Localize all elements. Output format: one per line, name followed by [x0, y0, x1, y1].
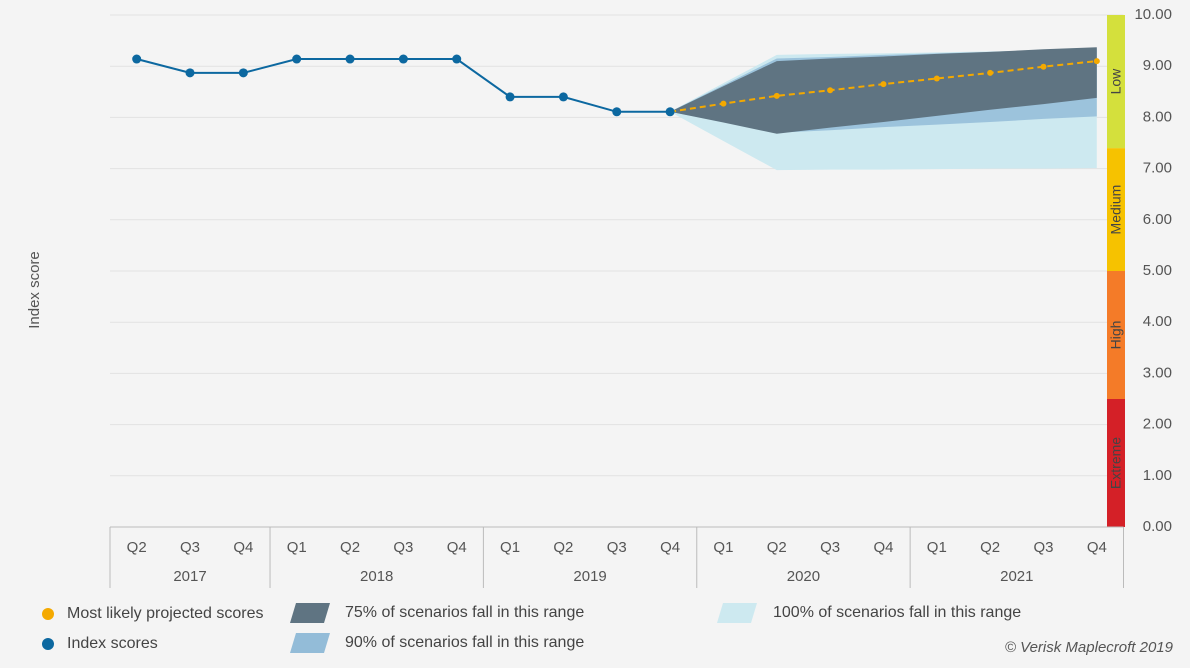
range-band: [670, 47, 1097, 134]
y-tick-label: 10.00: [1134, 6, 1172, 23]
data-point: [398, 54, 408, 64]
legend-swatch: [717, 603, 757, 623]
x-tick-label: Q3: [820, 539, 840, 556]
x-tick-label: Q2: [340, 539, 360, 556]
legend-swatch: [42, 608, 54, 620]
data-point: [773, 92, 780, 99]
y-tick-label: 7.00: [1143, 160, 1172, 177]
data-point: [665, 107, 675, 117]
data-point: [612, 107, 622, 117]
data-point: [1040, 63, 1047, 70]
copyright: © Verisk Maplecroft 2019: [1005, 639, 1174, 656]
x-tick-label: Q1: [500, 539, 520, 556]
risk-zone-label: Low: [1108, 68, 1124, 95]
data-point: [1093, 58, 1100, 65]
data-point: [238, 68, 248, 78]
y-tick-label: 8.00: [1143, 108, 1172, 125]
data-point: [505, 92, 515, 102]
x-group-label: 2020: [787, 568, 820, 585]
risk-zone-label: High: [1108, 321, 1124, 350]
x-tick-label: Q3: [607, 539, 627, 556]
risk-zone: [1107, 271, 1125, 399]
risk-zone: [1107, 15, 1125, 149]
legend-swatch: [42, 638, 54, 650]
data-point: [558, 92, 568, 102]
x-tick-label: Q4: [233, 539, 253, 556]
y-tick-label: 9.00: [1143, 57, 1172, 74]
y-tick-label: 5.00: [1143, 262, 1172, 279]
series-line: [136, 58, 671, 113]
y-tick-label: 6.00: [1143, 211, 1172, 228]
data-point: [292, 54, 302, 64]
risk-zone-label: Medium: [1108, 185, 1124, 235]
x-tick-label: Q4: [660, 539, 680, 556]
risk-zone-label: Extreme: [1108, 437, 1124, 489]
x-tick-label: Q2: [553, 539, 573, 556]
risk-zone: [1107, 399, 1125, 527]
y-tick-label: 1.00: [1143, 467, 1172, 484]
x-tick-label: Q3: [393, 539, 413, 556]
legend-swatch: [290, 633, 330, 653]
y-tick-label: 2.00: [1143, 416, 1172, 433]
x-tick-label: Q2: [127, 539, 147, 556]
risk-zone: [1107, 148, 1125, 271]
y-tick-label: 4.00: [1143, 313, 1172, 330]
x-tick-label: Q1: [287, 539, 307, 556]
x-tick-label: Q4: [447, 539, 467, 556]
data-point: [185, 68, 195, 78]
x-tick-label: Q1: [713, 539, 733, 556]
x-tick-label: Q3: [180, 539, 200, 556]
data-point: [933, 75, 940, 82]
x-tick-label: Q2: [767, 539, 787, 556]
legend-label: Index scores: [67, 635, 158, 652]
x-tick-label: Q3: [1033, 539, 1053, 556]
data-point: [880, 81, 887, 88]
data-point: [987, 69, 994, 76]
x-tick-label: Q4: [873, 539, 893, 556]
x-group-label: 2021: [1000, 568, 1033, 585]
y-axis-label: Index score: [26, 251, 43, 329]
x-tick-label: Q4: [1087, 539, 1107, 556]
x-group-label: 2018: [360, 568, 393, 585]
legend-label: Most likely projected scores: [67, 605, 264, 622]
x-group-label: 2017: [173, 568, 206, 585]
x-group-label: 2019: [573, 568, 606, 585]
legend-label: 90% of scenarios fall in this range: [345, 634, 584, 651]
legend-swatch: [290, 603, 330, 623]
legend-label: 75% of scenarios fall in this range: [345, 604, 584, 621]
data-point: [827, 87, 834, 94]
data-point: [452, 54, 462, 64]
y-tick-label: 3.00: [1143, 364, 1172, 381]
x-tick-label: Q2: [980, 539, 1000, 556]
data-point: [132, 54, 142, 64]
y-tick-label: 0.00: [1143, 518, 1172, 535]
data-point: [345, 54, 355, 64]
legend-label: 100% of scenarios fall in this range: [773, 604, 1021, 621]
x-tick-label: Q1: [927, 539, 947, 556]
data-point: [720, 100, 727, 107]
